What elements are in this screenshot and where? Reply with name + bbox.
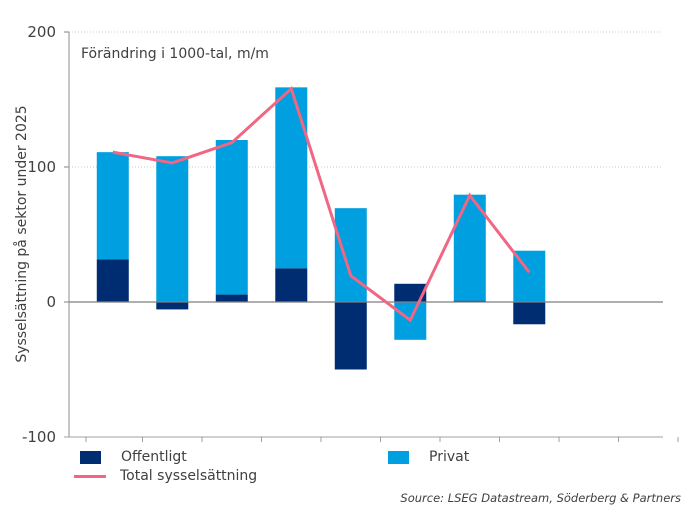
legend-item-offentligt: Offentligt: [80, 449, 187, 465]
bar-offentligt-8: [513, 302, 546, 325]
bar-privat-2: [156, 156, 189, 302]
bar-offentligt-1: [96, 259, 129, 302]
y-axis-label: Sysselsättning på sektor under 2025: [13, 105, 30, 362]
legend-label-privat: Privat: [429, 449, 470, 465]
source-note: Source: LSEG Datastream, Söderberg & Par…: [400, 491, 681, 505]
bar-offentligt-5: [334, 302, 367, 370]
legend-label-total: Total sysselsättning: [120, 468, 258, 484]
y-tick-label: 100: [27, 158, 56, 176]
bars: [96, 87, 546, 370]
y-tick-label: 200: [27, 23, 56, 41]
bar-offentligt-4: [275, 268, 308, 302]
chart-subtitle: Förändring i 1000-tal, m/m: [81, 46, 269, 62]
legend-swatch-privat: [388, 450, 409, 464]
legend-label-offentligt: Offentligt: [121, 449, 187, 465]
total-line: [112, 86, 531, 323]
bar-offentligt-6: [394, 283, 427, 302]
legend-swatch-offentligt: [80, 450, 101, 464]
legend-item-privat: Privat: [388, 449, 469, 465]
legend-item-total: Total sysselsättning: [74, 468, 257, 484]
bar-offentligt-7: [453, 300, 486, 302]
y-tick-label: 0: [46, 293, 56, 311]
bar-privat-7: [453, 194, 486, 301]
axes: -100 0 100 200: [22, 23, 679, 446]
bar-privat-3: [215, 140, 248, 295]
y-tick-label: -100: [22, 428, 56, 446]
bar-offentligt-3: [215, 294, 248, 302]
bar-privat-4: [275, 87, 308, 269]
legend-swatch-total: [74, 474, 106, 478]
line-series-total: [112, 86, 531, 323]
bar-privat-1: [96, 152, 129, 260]
bar-privat-5: [334, 208, 367, 302]
bar-offentligt-2: [156, 302, 189, 310]
